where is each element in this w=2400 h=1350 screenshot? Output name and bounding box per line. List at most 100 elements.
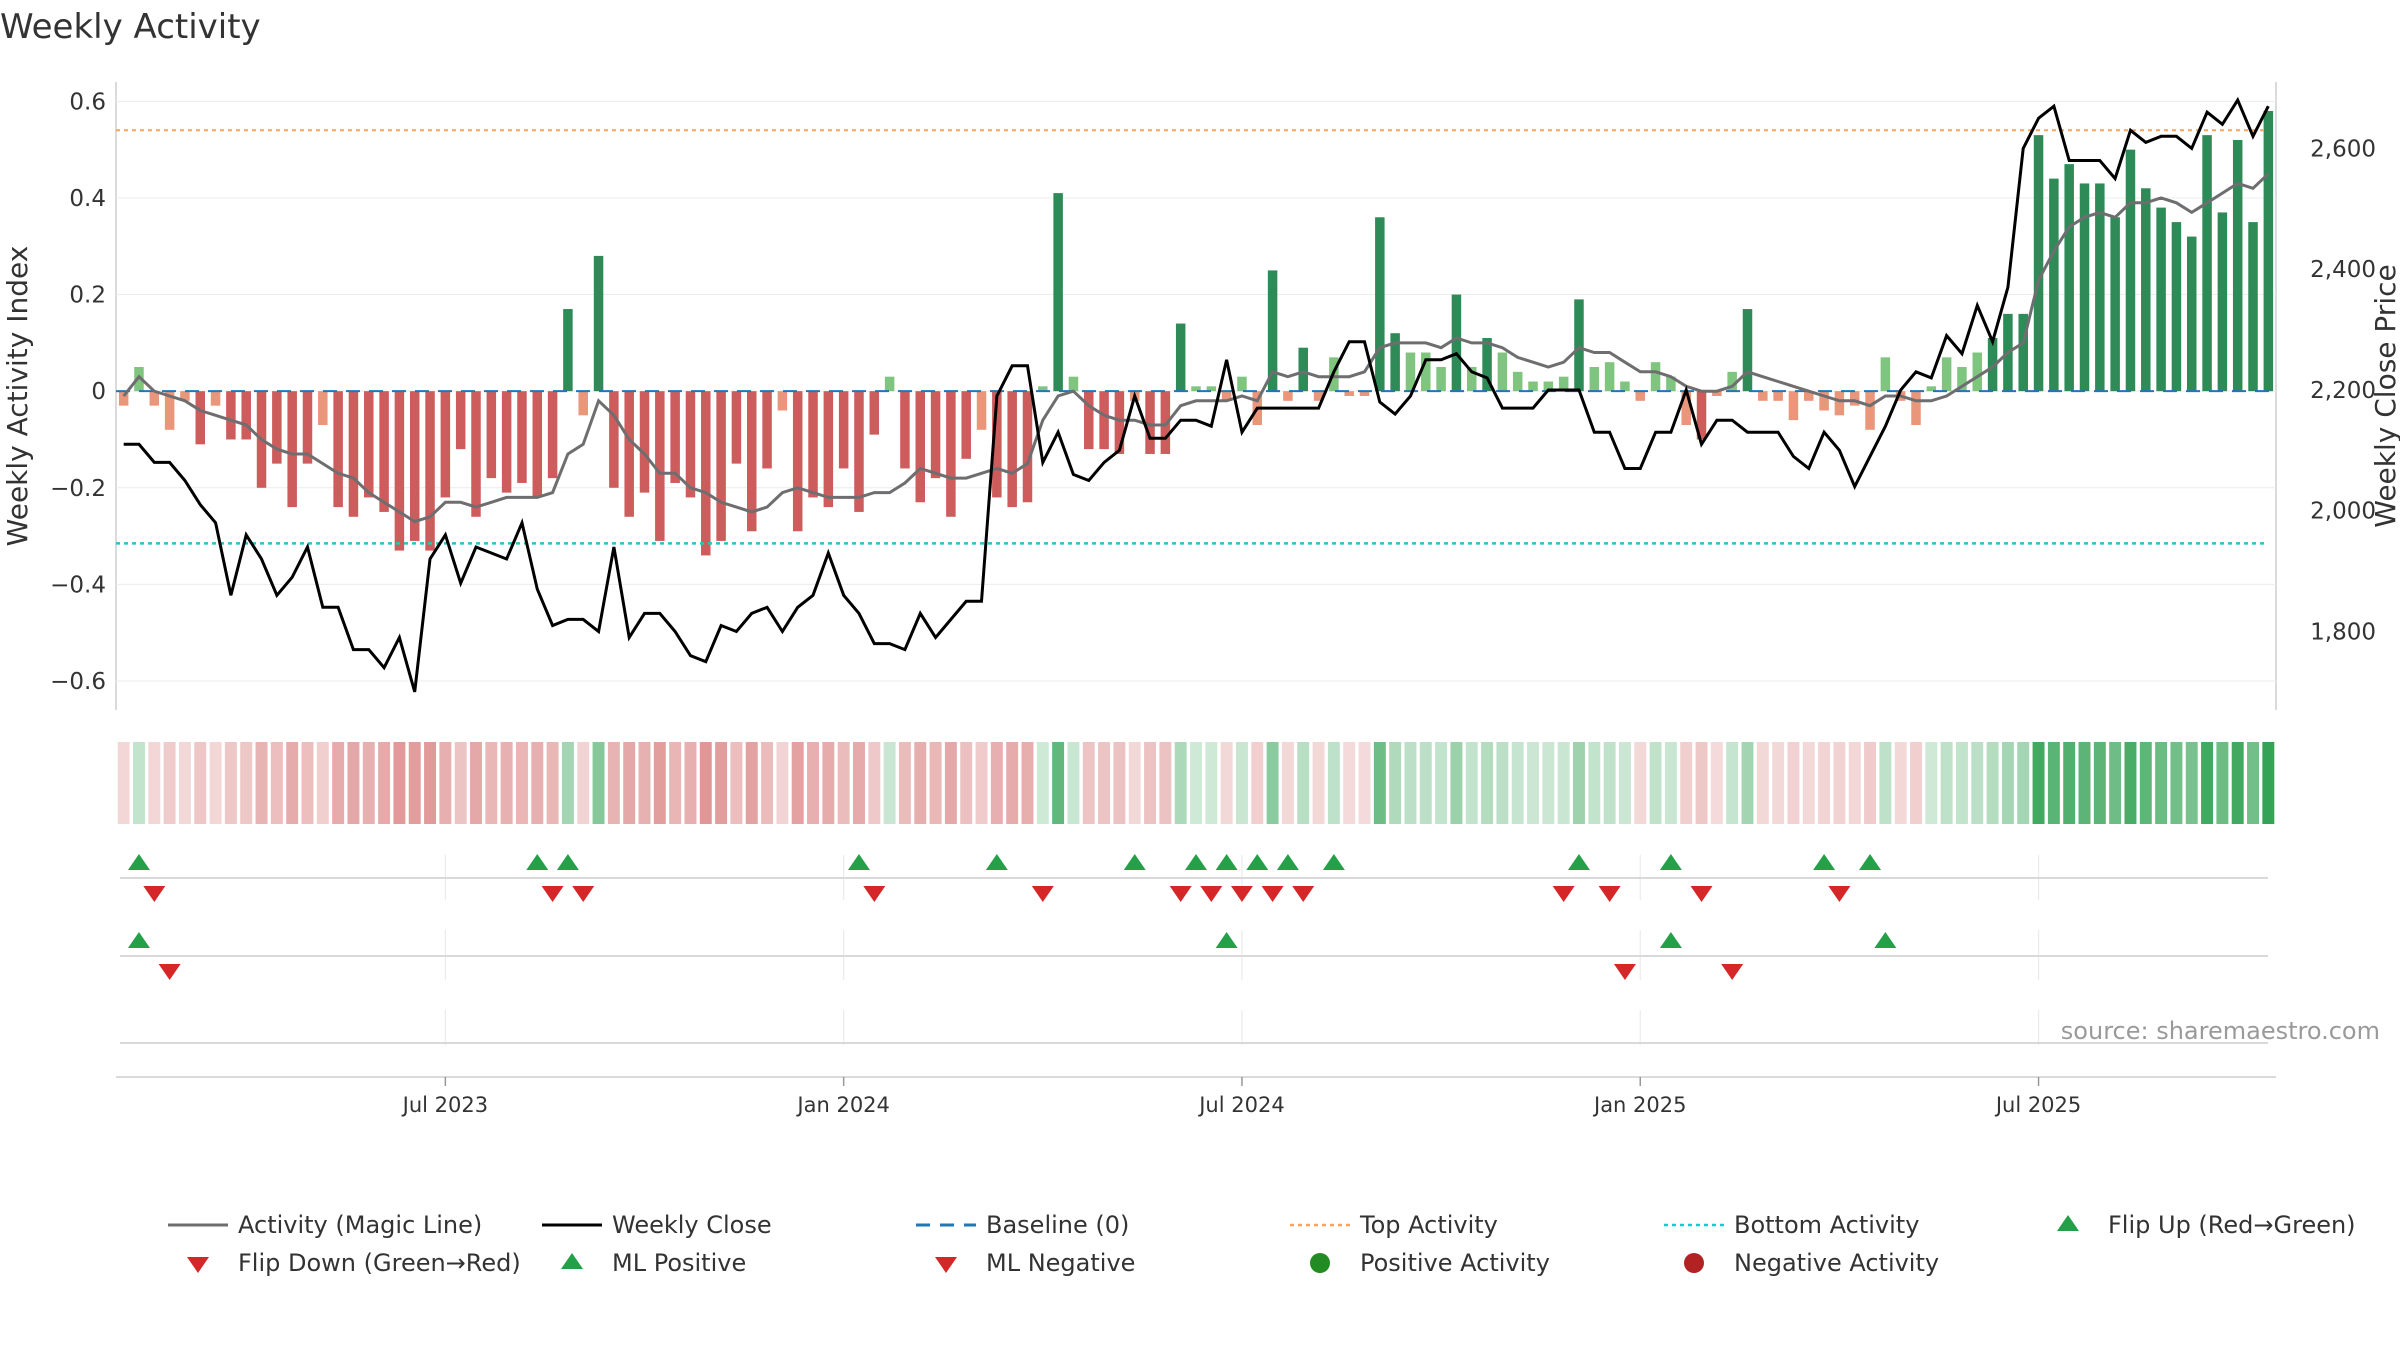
activity-bar	[1987, 338, 1998, 392]
activity-bar	[226, 391, 236, 440]
activity-bar	[777, 391, 788, 411]
activity-bar	[547, 391, 558, 479]
flip-up-marker	[1123, 854, 1146, 870]
activity-bar	[900, 391, 910, 469]
heat-strip-cell	[1220, 742, 1233, 824]
activity-bar	[854, 391, 864, 512]
heat-strip-cell	[914, 742, 927, 824]
heat-strip-cell	[1021, 742, 1034, 824]
heat-strip-cell	[1067, 742, 1080, 824]
heat-strip-cell	[1726, 742, 1739, 824]
activity-bar	[164, 391, 175, 430]
flip-down-marker	[863, 886, 886, 902]
y-tick-label-right: 2,000	[2310, 499, 2376, 525]
x-tick-label: Jul 2024	[1197, 1093, 1284, 1117]
legend-label: Flip Down (Green→Red)	[238, 1249, 521, 1277]
x-tick-label: Jul 2025	[1994, 1093, 2081, 1117]
heat-strip-cell	[270, 742, 283, 824]
y-tick-label-right: 2,400	[2310, 257, 2376, 283]
ml-negative-marker	[1721, 964, 1744, 980]
heat-strip-cell	[2032, 742, 2045, 824]
heat-strip-cell	[1695, 742, 1708, 824]
activity-bar	[287, 391, 297, 508]
activity-bar	[394, 391, 405, 551]
activity-bar	[869, 391, 880, 435]
activity-bar	[1344, 391, 1354, 396]
heat-strip-cell	[546, 742, 559, 824]
heat-strip-cell	[1986, 742, 1999, 824]
y-tick-label-left: −0.4	[50, 572, 106, 598]
heat-strip-cell	[2001, 742, 2014, 824]
heat-strip-cell	[990, 742, 1003, 824]
ml-positive-marker	[127, 932, 150, 948]
heat-strip-cell	[868, 742, 881, 824]
flip-down-marker	[1598, 886, 1621, 902]
activity-bar	[1160, 391, 1171, 454]
heat-strip-cell	[117, 742, 130, 824]
activity-bar	[1727, 371, 1737, 392]
ml-positive-marker	[1215, 932, 1238, 948]
heat-strip-cell	[2139, 742, 2152, 824]
y-tick-label-left: 0.2	[69, 283, 106, 309]
legend-label: Flip Up (Red→Green)	[2108, 1211, 2356, 1239]
flip-up-marker	[1567, 854, 1590, 870]
y-tick-label-left: 0.4	[69, 186, 106, 212]
heat-strip-cell	[1664, 742, 1677, 824]
heat-strip-cell	[1955, 742, 1968, 824]
x-tick-label: Jul 2023	[401, 1093, 488, 1117]
flip-up-marker	[985, 854, 1008, 870]
activity-bar	[1512, 371, 1523, 392]
heat-strip-cell	[1603, 742, 1616, 824]
heat-strip-cell	[178, 742, 191, 824]
heat-strip-cell	[1052, 742, 1065, 824]
heat-strip-cell	[2155, 742, 2168, 824]
heat-strip-cell	[1144, 742, 1157, 824]
flip-up-marker	[1215, 854, 1238, 870]
legend-swatch-circle	[1684, 1253, 1704, 1273]
heat-strip-cell	[1557, 742, 1570, 824]
activity-bar	[1237, 376, 1247, 392]
activity-bar	[1589, 367, 1600, 392]
activity-bar	[1022, 391, 1033, 503]
activity-bar	[1099, 391, 1109, 450]
activity-bar	[1926, 386, 1937, 392]
activity-bar	[639, 391, 650, 493]
heat-strip-cell	[1573, 742, 1585, 824]
activity-bar	[2110, 217, 2120, 392]
activity-bar	[1466, 367, 1477, 392]
activity-bar	[1696, 391, 1707, 440]
activity-bar	[1267, 270, 1278, 392]
heat-strip-cell	[1680, 742, 1693, 824]
y-tick-label-right: 2,600	[2310, 136, 2376, 162]
activity-bar	[1574, 299, 1584, 392]
activity-bar	[563, 309, 573, 392]
activity-bar	[180, 391, 190, 401]
heat-strip-cell	[1312, 742, 1325, 824]
y-tick-label-left: −0.2	[50, 476, 106, 502]
heat-strip-cell	[669, 742, 682, 824]
activity-bar	[1911, 391, 1921, 425]
activity-bar	[2033, 135, 2044, 392]
heat-strip-cell	[1358, 742, 1371, 824]
activity-bar	[2186, 236, 2197, 392]
heat-strip-cell	[2201, 742, 2214, 824]
activity-bar	[440, 391, 451, 498]
activity-bar	[1604, 362, 1615, 392]
heat-strip-cell	[1879, 742, 1892, 824]
activity-bar	[2018, 313, 2028, 392]
heat-strip-cell	[1235, 742, 1248, 824]
activity-bar	[379, 391, 389, 512]
activity-bar	[1941, 357, 1952, 392]
ml-negative-marker	[1613, 964, 1636, 980]
activity-bar	[1313, 391, 1324, 401]
activity-bar	[1666, 376, 1676, 392]
activity-bar	[1865, 391, 1875, 430]
heat-strip-cell	[1710, 742, 1723, 824]
activity-bar	[2232, 139, 2243, 392]
activity-bar	[1191, 386, 1201, 392]
activity-bar	[501, 391, 512, 493]
heat-strip-cell	[653, 742, 666, 824]
activity-bar	[1206, 386, 1217, 392]
heat-strip-cell	[1925, 742, 1938, 824]
